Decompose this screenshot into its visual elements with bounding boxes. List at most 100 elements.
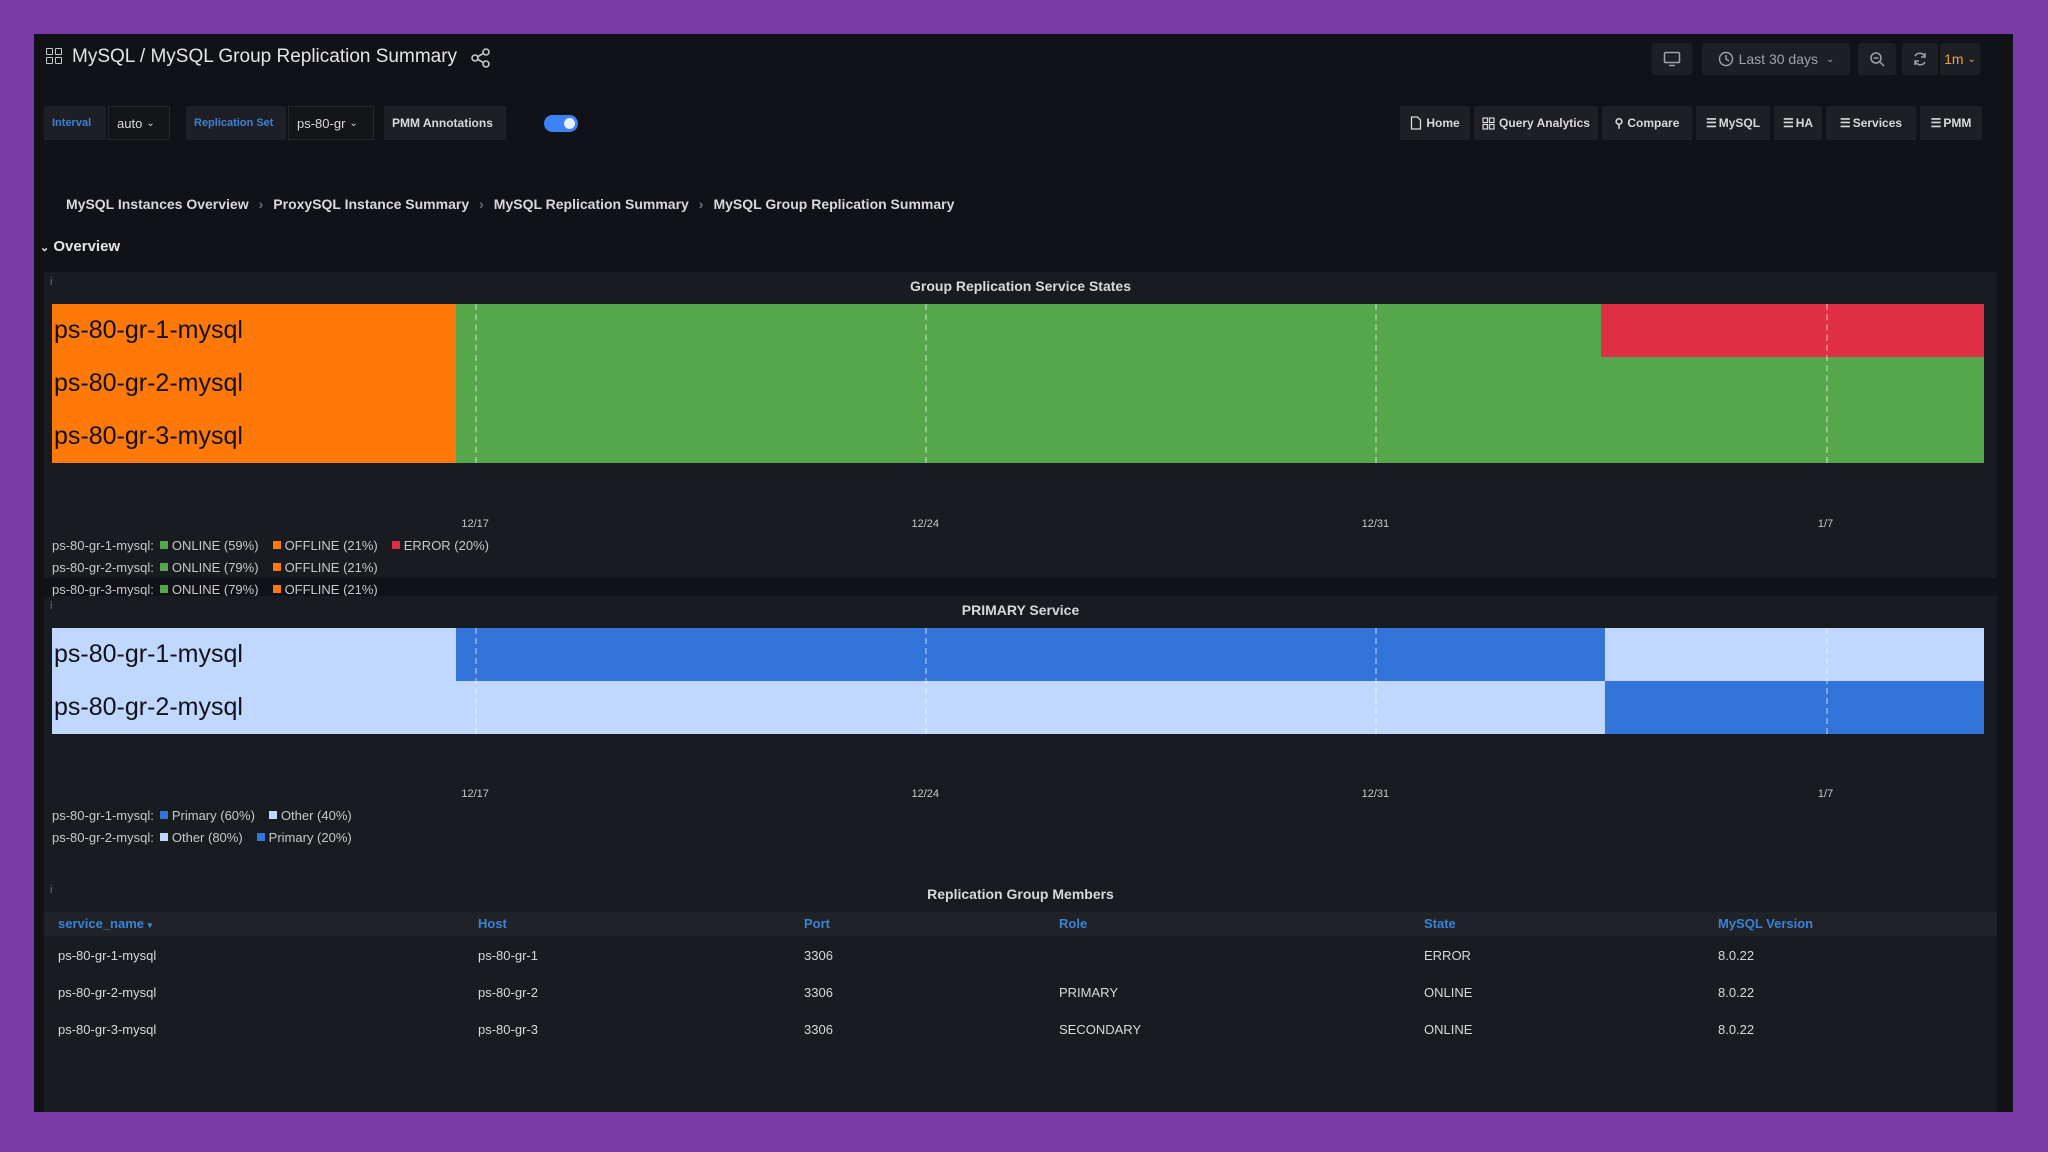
column-header[interactable]: Port	[804, 916, 830, 931]
nav-link-ha[interactable]: ☰ HA	[1774, 106, 1822, 140]
timeline-row[interactable]: ps-80-gr-1-mysql	[52, 628, 1984, 681]
tick-label: 12/17	[461, 788, 489, 800]
list-icon: ☰	[1782, 116, 1794, 130]
time-axis: 12/17 12/24 12/31 1/7	[52, 518, 1984, 532]
nav-link-pmm[interactable]: ☰ PMM	[1920, 106, 1982, 140]
time-range-picker[interactable]: Last 30 days ⌄	[1702, 43, 1850, 75]
table-row[interactable]: ps-80-gr-1-mysql ps-80-gr-1 3306 ERROR 8.0.2…	[44, 938, 1997, 974]
state-segment[interactable]	[1605, 628, 1984, 681]
tick-label: 12/31	[1361, 518, 1390, 530]
legend-item[interactable]: OFFLINE (21%)	[272, 581, 378, 597]
legend-item[interactable]: OFFLINE (21%)	[272, 538, 378, 553]
state-segment[interactable]	[52, 410, 456, 463]
legend-swatch	[272, 585, 281, 593]
breadcrumb-link[interactable]: MySQL Instances Overview	[66, 196, 249, 212]
state-segment[interactable]	[52, 681, 1606, 734]
state-segment[interactable]	[455, 628, 1606, 681]
legend-line: ps-80-gr-1-mysql: ONLINE (59%) OFFLINE (21…	[52, 536, 503, 554]
table-cell: 8.0.22	[1718, 1022, 1755, 1037]
pin-icon: ⚲	[1614, 116, 1624, 130]
legend-swatch	[391, 541, 400, 549]
info-icon[interactable]: i	[50, 884, 53, 896]
legend-swatch	[159, 811, 168, 819]
nav-link-services[interactable]: ☰ Services	[1826, 106, 1916, 140]
breadcrumb-link[interactable]: ProxySQL Instance Summary	[273, 196, 470, 212]
column-header[interactable]: service_name ▾	[58, 916, 152, 931]
column-header[interactable]: Role	[1059, 916, 1088, 931]
timeline-row[interactable]: ps-80-gr-1-mysql	[52, 304, 1984, 357]
legend-swatch	[159, 541, 168, 549]
interval-select[interactable]: auto ⌄	[108, 106, 170, 140]
table-cell: ps-80-gr-2	[478, 985, 538, 1000]
info-icon[interactable]: i	[50, 600, 53, 612]
nav-link-mysql[interactable]: ☰ MySQL	[1696, 106, 1770, 140]
legend-series-name[interactable]: ps-80-gr-1-mysql:	[52, 537, 154, 553]
legend-item[interactable]: Other (80%)	[159, 830, 243, 845]
legend-swatch	[272, 563, 281, 571]
legend-item[interactable]: ONLINE (79%)	[159, 582, 259, 597]
tv-mode-button[interactable]	[1652, 43, 1692, 75]
nav-link-compare[interactable]: ⚲ Compare	[1602, 106, 1692, 140]
share-icon[interactable]	[470, 47, 492, 69]
row-header-overview[interactable]: ⌄ Overview	[40, 238, 120, 255]
legend-series-name[interactable]: ps-80-gr-3-mysql:	[52, 581, 154, 597]
legend-item-label: OFFLINE (21%)	[284, 581, 378, 597]
tick-label: 12/24	[911, 788, 940, 800]
legend-series-name[interactable]: ps-80-gr-2-mysql:	[52, 559, 154, 575]
legend-line: ps-80-gr-1-mysql: Primary (60%) Other (40%…	[52, 806, 366, 824]
column-header[interactable]: MySQL Version	[1718, 916, 1814, 931]
grid-line	[925, 304, 928, 463]
state-segment[interactable]	[455, 357, 1984, 410]
nav-link-label: MySQL	[1718, 116, 1761, 130]
replication-set-variable-label: Replication Set	[186, 106, 286, 140]
row-label: ps-80-gr-3-mysql	[54, 422, 243, 450]
table-cell: ps-80-gr-1	[478, 948, 538, 963]
table-cell: 3306	[804, 1022, 833, 1037]
info-icon[interactable]: i	[50, 276, 53, 288]
row-label: ps-80-gr-2-mysql	[54, 369, 243, 397]
refresh-button[interactable]	[1902, 43, 1938, 75]
state-timeline[interactable]: ps-80-gr-1-mysql ps-80-gr-2-mysql ps-80-gr…	[52, 304, 1984, 463]
dashboards-grid-icon[interactable]	[46, 48, 62, 64]
row-label: ps-80-gr-1-mysql	[54, 316, 243, 344]
legend-item[interactable]: Primary (20%)	[256, 830, 352, 845]
legend-line: ps-80-gr-3-mysql: ONLINE (79%) OFFLINE (21…	[52, 580, 392, 598]
legend-item[interactable]: ERROR (20%)	[391, 538, 489, 553]
column-header[interactable]: Host	[478, 916, 507, 931]
chevron-down-icon: ⌄	[349, 117, 358, 129]
chevron-right-icon: ›	[698, 196, 704, 212]
replication-set-select[interactable]: ps-80-gr ⌄	[288, 106, 374, 140]
column-header[interactable]: State	[1424, 916, 1456, 931]
state-segment[interactable]	[52, 628, 456, 681]
state-timeline[interactable]: ps-80-gr-1-mysql ps-80-gr-2-mysql	[52, 628, 1984, 734]
breadcrumb-link[interactable]: MySQL Replication Summary	[493, 196, 689, 212]
state-segment[interactable]	[52, 304, 456, 357]
zoom-out-button[interactable]	[1858, 43, 1896, 75]
dashboard-title[interactable]: MySQL / MySQL Group Replication Summary	[72, 46, 458, 67]
state-segment[interactable]	[1605, 681, 1984, 734]
nav-link-home[interactable]: Home	[1400, 106, 1470, 140]
legend-item[interactable]: Other (40%)	[268, 808, 352, 823]
breadcrumb-link[interactable]: MySQL Group Replication Summary	[713, 196, 955, 212]
timeline-row[interactable]: ps-80-gr-2-mysql	[52, 357, 1984, 410]
legend-item[interactable]: ONLINE (59%)	[159, 538, 259, 553]
table-row[interactable]: ps-80-gr-3-mysql ps-80-gr-3 3306 SECONDARY O…	[44, 1012, 1997, 1048]
legend-series-name[interactable]: ps-80-gr-2-mysql:	[52, 829, 154, 845]
legend-series-name[interactable]: ps-80-gr-1-mysql:	[52, 807, 154, 823]
state-segment[interactable]	[1601, 304, 1984, 357]
legend-item[interactable]: Primary (60%)	[159, 808, 255, 823]
legend-item[interactable]: ONLINE (79%)	[159, 560, 259, 575]
table-row[interactable]: ps-80-gr-2-mysql ps-80-gr-2 3306 PRIMARY ONL…	[44, 975, 1997, 1011]
pmm-annotations-toggle[interactable]	[544, 115, 578, 132]
nav-link-query-analytics[interactable]: Query Analytics	[1474, 106, 1598, 140]
timeline-row[interactable]: ps-80-gr-3-mysql	[52, 410, 1984, 463]
panel-service-states: i Group Replication Service States ps-80…	[44, 272, 1997, 597]
legend-item[interactable]: OFFLINE (21%)	[272, 560, 378, 575]
state-segment[interactable]	[52, 357, 456, 410]
document-icon	[1411, 116, 1422, 130]
refresh-interval-picker[interactable]: 1m ⌄	[1940, 43, 1980, 75]
timeline-row[interactable]: ps-80-gr-2-mysql	[52, 681, 1984, 734]
state-segment[interactable]	[455, 410, 1984, 463]
nav-link-label: HA	[1795, 116, 1814, 130]
state-segment[interactable]	[455, 304, 1602, 357]
